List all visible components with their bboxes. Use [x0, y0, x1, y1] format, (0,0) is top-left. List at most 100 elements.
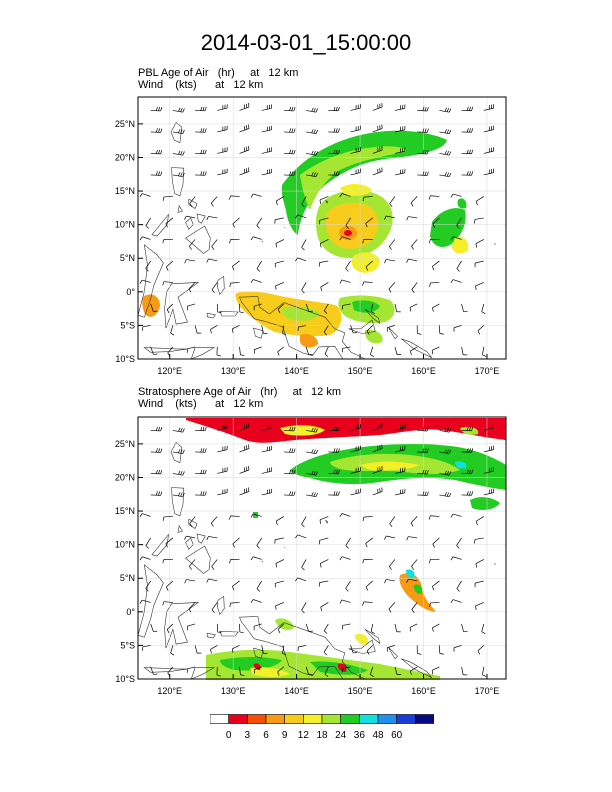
colorbar-swatch — [321, 714, 341, 724]
wind-barb — [239, 106, 250, 111]
wind-barb — [256, 537, 263, 546]
wind-barb — [365, 260, 373, 268]
colorbar-swatch — [396, 714, 416, 724]
wind-barb — [145, 537, 151, 546]
wind-barb — [430, 602, 440, 604]
wind-barb — [483, 107, 494, 111]
coastline — [364, 629, 381, 645]
wind-barb — [187, 346, 196, 350]
wind-barb — [211, 559, 218, 567]
wind-barb — [172, 153, 183, 156]
wind-barb — [363, 196, 373, 198]
strat-south-red-2 — [253, 663, 261, 670]
wind-barb — [319, 537, 329, 541]
wind-barb — [256, 580, 263, 589]
wind-barb — [370, 623, 374, 632]
wind-barb — [388, 602, 396, 610]
wind-barb — [386, 535, 396, 539]
coastline — [206, 632, 216, 639]
wind-barb — [483, 150, 494, 154]
wind-barb — [142, 513, 151, 517]
panel-2-title: Stratosphere Age of Air (hr) at 12 km Wi… — [138, 386, 341, 410]
wind-barb — [394, 492, 405, 496]
wind-barb — [142, 645, 151, 648]
panel-1-frame — [137, 96, 507, 360]
wind-barb — [324, 346, 329, 355]
wind-barb — [275, 559, 285, 564]
wind-barb — [417, 153, 428, 155]
wind-barb — [275, 537, 284, 540]
lon-tick-label: 170°E — [475, 686, 500, 696]
wind-barb — [365, 580, 373, 588]
wind-barb — [417, 473, 428, 475]
wind-barb — [239, 171, 250, 176]
colorbar-label: 12 — [297, 730, 309, 741]
wind-barb — [254, 666, 262, 670]
coastline — [348, 319, 376, 334]
wind-barb — [394, 623, 398, 632]
wind-barb — [363, 281, 373, 283]
wind-barb — [253, 599, 262, 603]
wind-barb — [394, 172, 405, 176]
wind-barb — [476, 196, 484, 202]
wind-barb — [350, 172, 361, 176]
wind-barb — [372, 491, 383, 496]
coastline — [284, 547, 286, 549]
coastline — [325, 199, 329, 204]
wind-barb — [408, 216, 418, 219]
lat-tick-label: 5°S — [120, 640, 135, 650]
wind-barb — [388, 282, 396, 290]
wind-barb — [187, 666, 196, 670]
coastline — [284, 227, 286, 229]
wind-barb — [230, 515, 240, 517]
coastline — [219, 630, 239, 637]
wind-barb — [394, 151, 405, 154]
wind-barb — [187, 623, 196, 627]
wind-barb — [282, 645, 285, 654]
wind-barb — [211, 516, 218, 524]
coastline — [164, 602, 200, 649]
wind-barb — [217, 492, 228, 496]
wind-barb — [277, 303, 285, 310]
wind-barb — [230, 282, 240, 284]
coastline — [196, 533, 206, 544]
wind-barb — [474, 537, 484, 540]
wind-barb — [230, 195, 240, 197]
wind-barb — [217, 107, 228, 111]
panel-2-axis-ticks: 25°N 20°N 15°N 10°N 5°N 0° 5°S 10°S 120°E 130°E 14… — [115, 439, 499, 696]
wind-barb — [301, 516, 307, 525]
wind-barb — [189, 559, 196, 567]
wind-barb — [342, 623, 351, 626]
wind-barb — [253, 556, 262, 560]
wind-barb — [142, 193, 151, 197]
wind-barb — [411, 239, 418, 247]
wind-barb — [372, 426, 383, 431]
wind-barb — [261, 129, 272, 133]
coastline — [216, 595, 225, 616]
wind-barb — [408, 536, 418, 539]
wind-barb — [150, 666, 154, 675]
lat-tick-label: 20°N — [115, 152, 135, 162]
wind-barb — [141, 556, 151, 560]
wind-barb — [319, 196, 329, 201]
colorbar-label: 0 — [225, 730, 232, 741]
wind-barb — [452, 556, 462, 560]
colorbar — [210, 714, 434, 724]
strat-sw-patch — [275, 618, 294, 630]
wind-barb — [166, 303, 174, 310]
wind-barb — [350, 449, 361, 453]
wind-barb — [453, 645, 462, 649]
wind-barb — [483, 449, 494, 453]
wind-barb — [410, 666, 418, 672]
wind-barb — [253, 623, 262, 627]
wind-barb — [342, 666, 351, 669]
wind-barb — [261, 108, 272, 111]
lon-tick-label: 170°E — [475, 366, 500, 376]
wind-barb — [483, 172, 494, 176]
wind-barb — [432, 260, 440, 267]
strat-south-red — [337, 663, 347, 672]
coastline — [188, 198, 198, 209]
wind-barb — [456, 537, 462, 546]
wind-barb — [298, 325, 307, 328]
